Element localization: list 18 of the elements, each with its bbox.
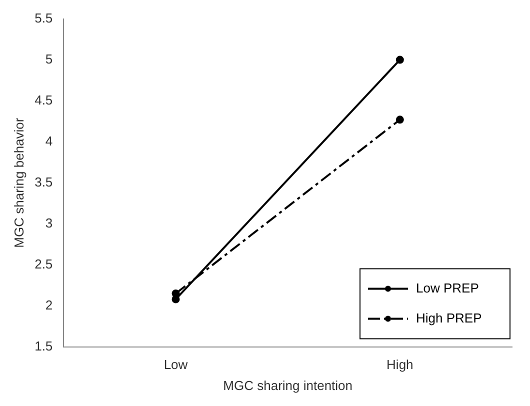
y-tick-label: 5 (45, 51, 53, 66)
y-tick-label: 5.5 (34, 10, 53, 26)
y-tick-label: 3 (45, 215, 53, 230)
y-axis-title: MGC sharing behavior (11, 117, 26, 248)
x-tick-label: High (386, 357, 414, 372)
y-tick-label: 2.5 (34, 256, 53, 272)
y-tick-label: 2 (45, 297, 53, 312)
legend-label: Low PREP (416, 280, 479, 296)
point (172, 295, 180, 304)
x-tick-label: Low (164, 357, 188, 372)
y-tick-label: 1.5 (34, 338, 53, 354)
legend-label: High PREP (416, 310, 482, 326)
y-tick-label: 3.5 (34, 174, 53, 190)
point (396, 56, 404, 64)
y-tick-label: 4.5 (34, 92, 53, 108)
point (396, 116, 404, 124)
x-axis-title: MGC sharing intention (223, 378, 353, 393)
y-tick-label: 4 (45, 133, 53, 148)
